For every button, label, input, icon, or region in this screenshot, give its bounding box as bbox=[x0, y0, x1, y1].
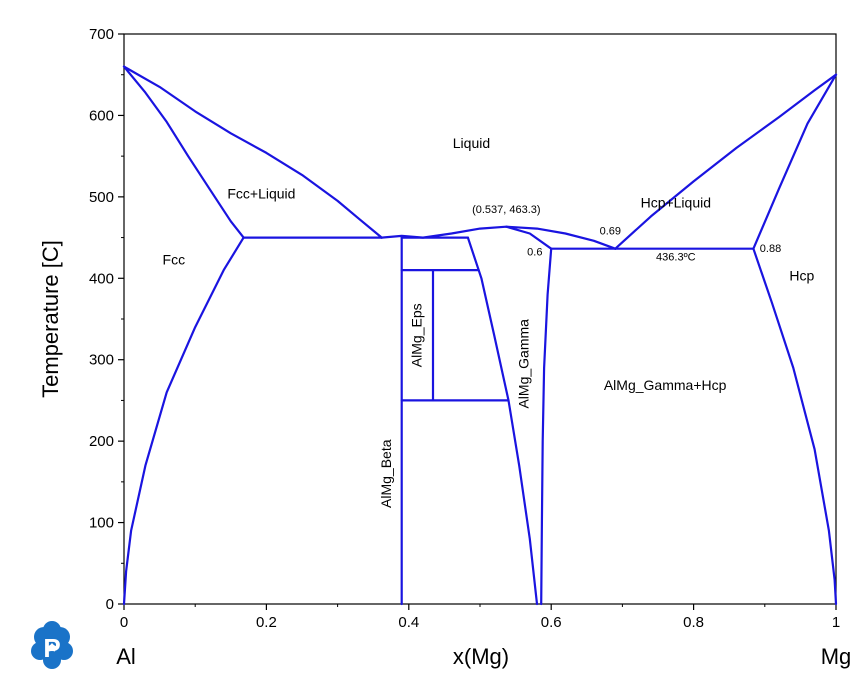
phase-boundary-11 bbox=[505, 225, 553, 250]
x-right-end-label: Mg bbox=[821, 644, 852, 669]
annotation-label: 0.88 bbox=[760, 243, 781, 255]
x-tick-label: 0 bbox=[120, 614, 128, 631]
x-left-end-label: Al bbox=[116, 644, 136, 669]
x-tick-label: 0.8 bbox=[683, 614, 704, 631]
y-tick-label: 500 bbox=[89, 189, 114, 206]
region-label: AlMg_Gamma bbox=[515, 319, 531, 409]
y-tick-label: 200 bbox=[89, 433, 114, 450]
region-label: Hcp bbox=[789, 268, 814, 284]
phase-boundary-14 bbox=[614, 73, 838, 250]
region-label: Fcc+Liquid bbox=[227, 185, 295, 201]
svg-text:P: P bbox=[43, 633, 60, 663]
phase-boundary-16 bbox=[752, 247, 838, 606]
x-tick-label: 0.2 bbox=[256, 614, 277, 631]
region-label: Hcp+Liquid bbox=[641, 194, 711, 210]
region-label: Liquid bbox=[453, 135, 490, 151]
y-tick-label: 600 bbox=[89, 107, 114, 124]
annotation-label: 0.69 bbox=[600, 225, 621, 237]
annotation-label: 436.3ºC bbox=[656, 251, 696, 263]
y-axis-label: Temperature [C] bbox=[38, 240, 63, 398]
phase-boundary-10 bbox=[466, 236, 539, 606]
x-tick-label: 1 bbox=[832, 614, 840, 631]
phase-boundary-1 bbox=[122, 65, 383, 239]
region-label: Fcc bbox=[163, 251, 186, 267]
y-tick-label: 300 bbox=[89, 352, 114, 369]
x-axis-label: x(Mg) bbox=[453, 644, 509, 669]
x-tick-label: 0.6 bbox=[541, 614, 562, 631]
phase-boundary-2 bbox=[122, 236, 245, 606]
phase-boundary-12 bbox=[540, 247, 553, 606]
region-label: AlMg_Beta bbox=[378, 439, 394, 508]
x-tick-label: 0.4 bbox=[398, 614, 419, 631]
y-tick-label: 700 bbox=[89, 26, 114, 43]
phase-boundary-0 bbox=[122, 65, 245, 239]
phase-boundary-15 bbox=[752, 73, 838, 250]
y-tick-label: 0 bbox=[106, 596, 114, 613]
phase-boundaries bbox=[122, 65, 838, 606]
annotation-label: 0.6 bbox=[527, 246, 542, 258]
region-label: AlMg_Eps bbox=[409, 303, 425, 367]
region-label: AlMg_Gamma+Hcp bbox=[604, 377, 727, 393]
plot-frame bbox=[123, 33, 837, 605]
region-labels: Liquid Fcc+Liquid Fcc Hcp+Liquid Hcp AlMg_Gam… bbox=[163, 135, 815, 508]
y-tick-label: 100 bbox=[89, 515, 114, 532]
annotation-label: (0.537, 463.3) bbox=[472, 204, 541, 216]
axes: 0 0.2 0.4 0.6 0.8 1 0 100 200 300 400 500 600 700 bbox=[89, 26, 840, 631]
y-tick-label: 400 bbox=[89, 270, 114, 287]
logo: P bbox=[31, 621, 73, 669]
